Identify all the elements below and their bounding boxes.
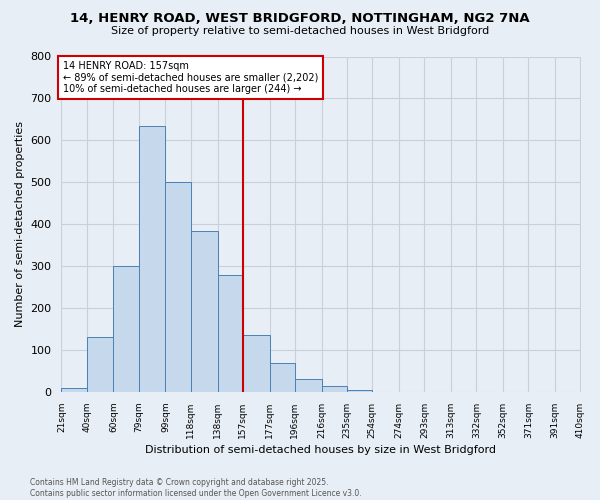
Bar [191, 230, 218, 392]
Bar [113, 266, 139, 392]
Text: Size of property relative to semi-detached houses in West Bridgford: Size of property relative to semi-detach… [111, 26, 489, 36]
Text: 14, HENRY ROAD, WEST BRIDGFORD, NOTTINGHAM, NG2 7NA: 14, HENRY ROAD, WEST BRIDGFORD, NOTTINGH… [70, 12, 530, 26]
Text: 14 HENRY ROAD: 157sqm
← 89% of semi-detached houses are smaller (2,202)
10% of s: 14 HENRY ROAD: 157sqm ← 89% of semi-deta… [63, 60, 318, 94]
Text: Contains HM Land Registry data © Crown copyright and database right 2025.
Contai: Contains HM Land Registry data © Crown c… [30, 478, 362, 498]
Bar [347, 390, 373, 392]
Bar [322, 386, 347, 392]
Bar [87, 338, 113, 392]
Bar [295, 380, 322, 392]
Bar [139, 126, 166, 392]
Bar [269, 362, 295, 392]
X-axis label: Distribution of semi-detached houses by size in West Bridgford: Distribution of semi-detached houses by … [145, 445, 496, 455]
Bar [218, 274, 243, 392]
Bar [61, 388, 87, 392]
Bar [243, 336, 269, 392]
Y-axis label: Number of semi-detached properties: Number of semi-detached properties [15, 121, 25, 327]
Bar [166, 182, 191, 392]
